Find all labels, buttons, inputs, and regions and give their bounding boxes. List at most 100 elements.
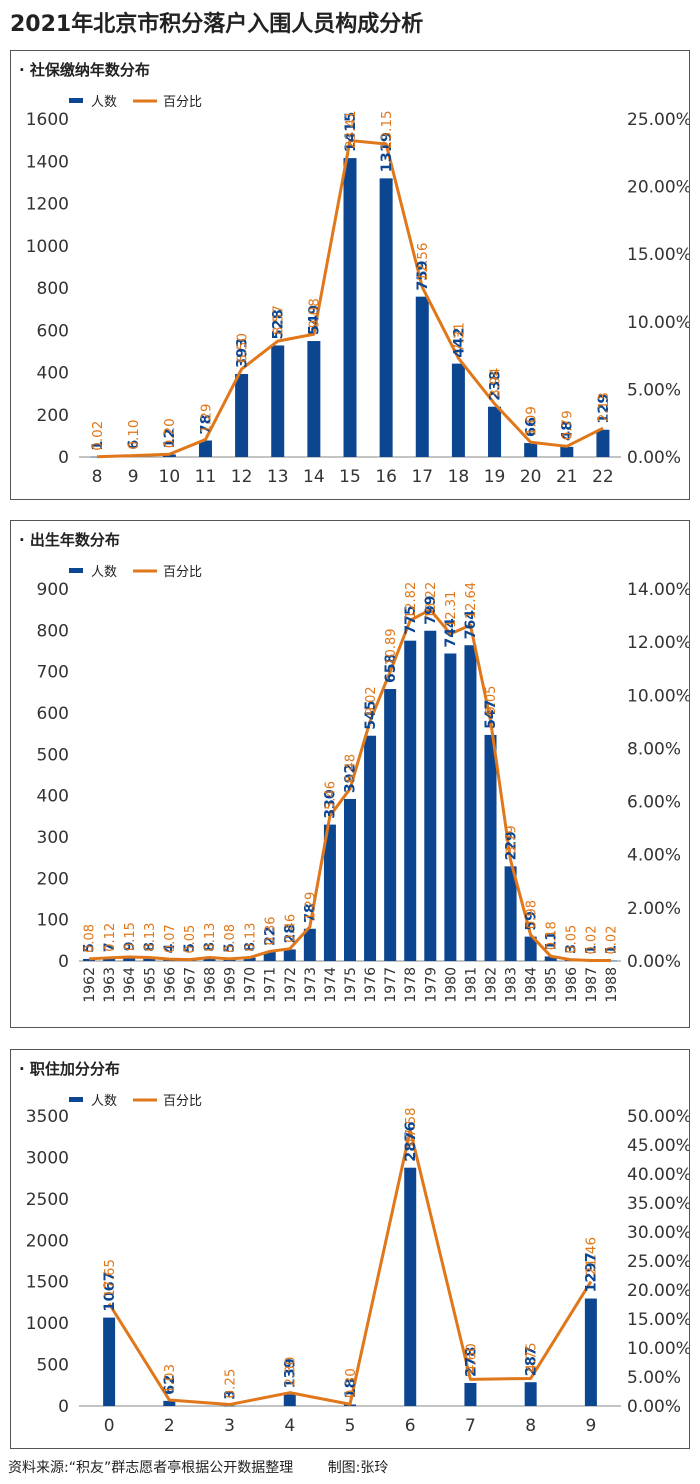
x-tick-label: 19 [484,467,506,487]
x-tick-label: 13 [267,467,289,487]
bar-value-label: 4 [162,943,178,953]
bar-value-label: 129 [596,393,612,423]
bar [344,798,356,961]
x-tick-label: 6 [405,1416,416,1436]
bar [415,296,429,457]
percent-value-label: 0.20 [162,418,178,448]
percent-value-label: 9.05 [484,686,499,715]
bar-value-label: 549 [307,305,323,335]
bar [524,443,538,457]
x-tick-label: 7 [465,1416,476,1436]
bar [123,957,136,961]
x-tick-label: 1962 [82,967,98,1003]
bar [271,345,285,457]
percent-line [97,138,604,459]
bar [464,645,477,961]
legend-swatch-count [69,1097,83,1102]
x-tick-label: 9 [585,1416,596,1436]
percent-line [107,1128,593,1407]
percent-value-label: 2.30 [283,1357,299,1387]
percent-value-label: 23.41 [343,110,359,149]
bar [504,866,517,961]
x-tick-label: 11 [195,467,217,487]
percent-value-label: 0.30 [343,1368,359,1398]
y2-tick-label: 14.00% [627,580,689,600]
bar-value-label: 775 [403,605,419,634]
legend-swatch-count [69,98,83,103]
bar-value-label: 392 [343,764,359,793]
x-axis: 1962 1963 1964 1965 1966 1967 1968 1969 1970 1971… [82,967,620,1003]
y2-tick-label: 20.00% [627,178,689,198]
legend-label-count: 人数 [91,565,117,580]
bar-value-label: 78 [198,414,214,434]
y2-tick-label: 10.00% [627,686,689,706]
bar [283,949,296,961]
percent-value-label: 0.13 [243,923,258,952]
y2-tick-label: 50.00% [627,1107,689,1127]
bar-value-label: 799 [423,596,439,625]
bar [404,640,417,961]
chart-legend: 人数 百分比 [69,95,202,110]
bar-value-label: 764 [463,610,479,639]
y2-tick-label: 40.00% [627,1165,689,1185]
percent-value-label: 0.79 [560,410,576,440]
bar [103,958,116,961]
bar [596,429,610,457]
percent-value-label: 0.18 [544,921,559,950]
x-tick-label: 16 [375,467,397,487]
x-tick-label: 8 [525,1416,536,1436]
percent-line [88,608,611,962]
y2-tick-label: 2.00% [627,899,681,919]
bar-value-label: 18 [343,1378,359,1398]
y-tick-label: 0 [58,952,69,972]
bar [544,956,557,961]
y-tick-label: 600 [37,321,69,341]
y-tick-label: 700 [37,663,69,683]
percent-value-label: 0.02 [585,926,600,955]
x-tick-label: 0 [104,1416,115,1436]
x-axis: 0 2 3 4 5 6 7 8 9 [104,1416,597,1436]
bar-value-label: 22 [262,926,278,945]
x-tick-label: 1974 [323,967,339,1003]
bar-value-label: 1415 [343,112,359,152]
x-tick-label: 1979 [423,967,439,1003]
y-tick-label: 200 [37,406,69,426]
y2-tick-label: 8.00% [627,739,681,759]
x-tick-label: 21 [556,467,578,487]
bar-value-labels: 1 6 12 78 393 528 549 1415 1319 759 442 238 66 48 129 [90,112,612,451]
x-tick-label: 5 [345,1416,356,1436]
percent-value-label: 0.07 [163,924,178,953]
bar-value-label: 442 [451,327,467,357]
y-tick-label: 900 [37,580,69,600]
y2-tick-label: 15.00% [627,1310,689,1330]
y2-tick-label: 10.00% [627,313,689,333]
y-tick-label: 1000 [26,237,69,257]
percent-value-label: 23.15 [379,110,395,149]
x-tick-label: 1973 [303,967,319,1003]
percent-value-label: 2.13 [596,392,612,422]
x-tick-label: 1968 [202,967,218,1003]
y2-tick-label: 25.00% [627,110,689,130]
x-tick-label: 4 [284,1416,295,1436]
x-tick-label: 1987 [584,967,600,1003]
percent-value-label: 4.60 [463,1343,479,1373]
legend-label-percent: 百分比 [163,1094,202,1109]
y-axis-right: 0.00% 5.00% 10.00% 15.00% 20.00% 25.00% [627,110,689,468]
legend-label-count: 人数 [91,95,117,110]
percent-value-label: 0.10 [126,420,142,450]
percent-value-labels: 0.08 0.12 0.15 0.13 0.07 0.05 0.13 0.08 0.13 0.36… [83,582,620,955]
bar-series [103,1167,597,1407]
x-tick-label: 1983 [504,967,520,1003]
percent-value-label: 0.05 [564,925,579,954]
bar-value-label: 1067 [102,1271,118,1311]
y-tick-label: 2500 [26,1190,69,1210]
x-tick-label: 10 [159,467,181,487]
bar [451,363,465,457]
bar [444,653,457,961]
bar [343,158,357,458]
chart-panel-birth-year: · 出生年数分布 人数 百分比 0 100 200 300 400 500 600 700 800 90… [10,520,690,1028]
y2-tick-label: 5.00% [627,380,681,400]
bar [464,1382,477,1406]
bar [83,958,96,961]
source-text: 资料来源:“积友”群志愿者亭根据公开数据整理 [8,1460,294,1476]
